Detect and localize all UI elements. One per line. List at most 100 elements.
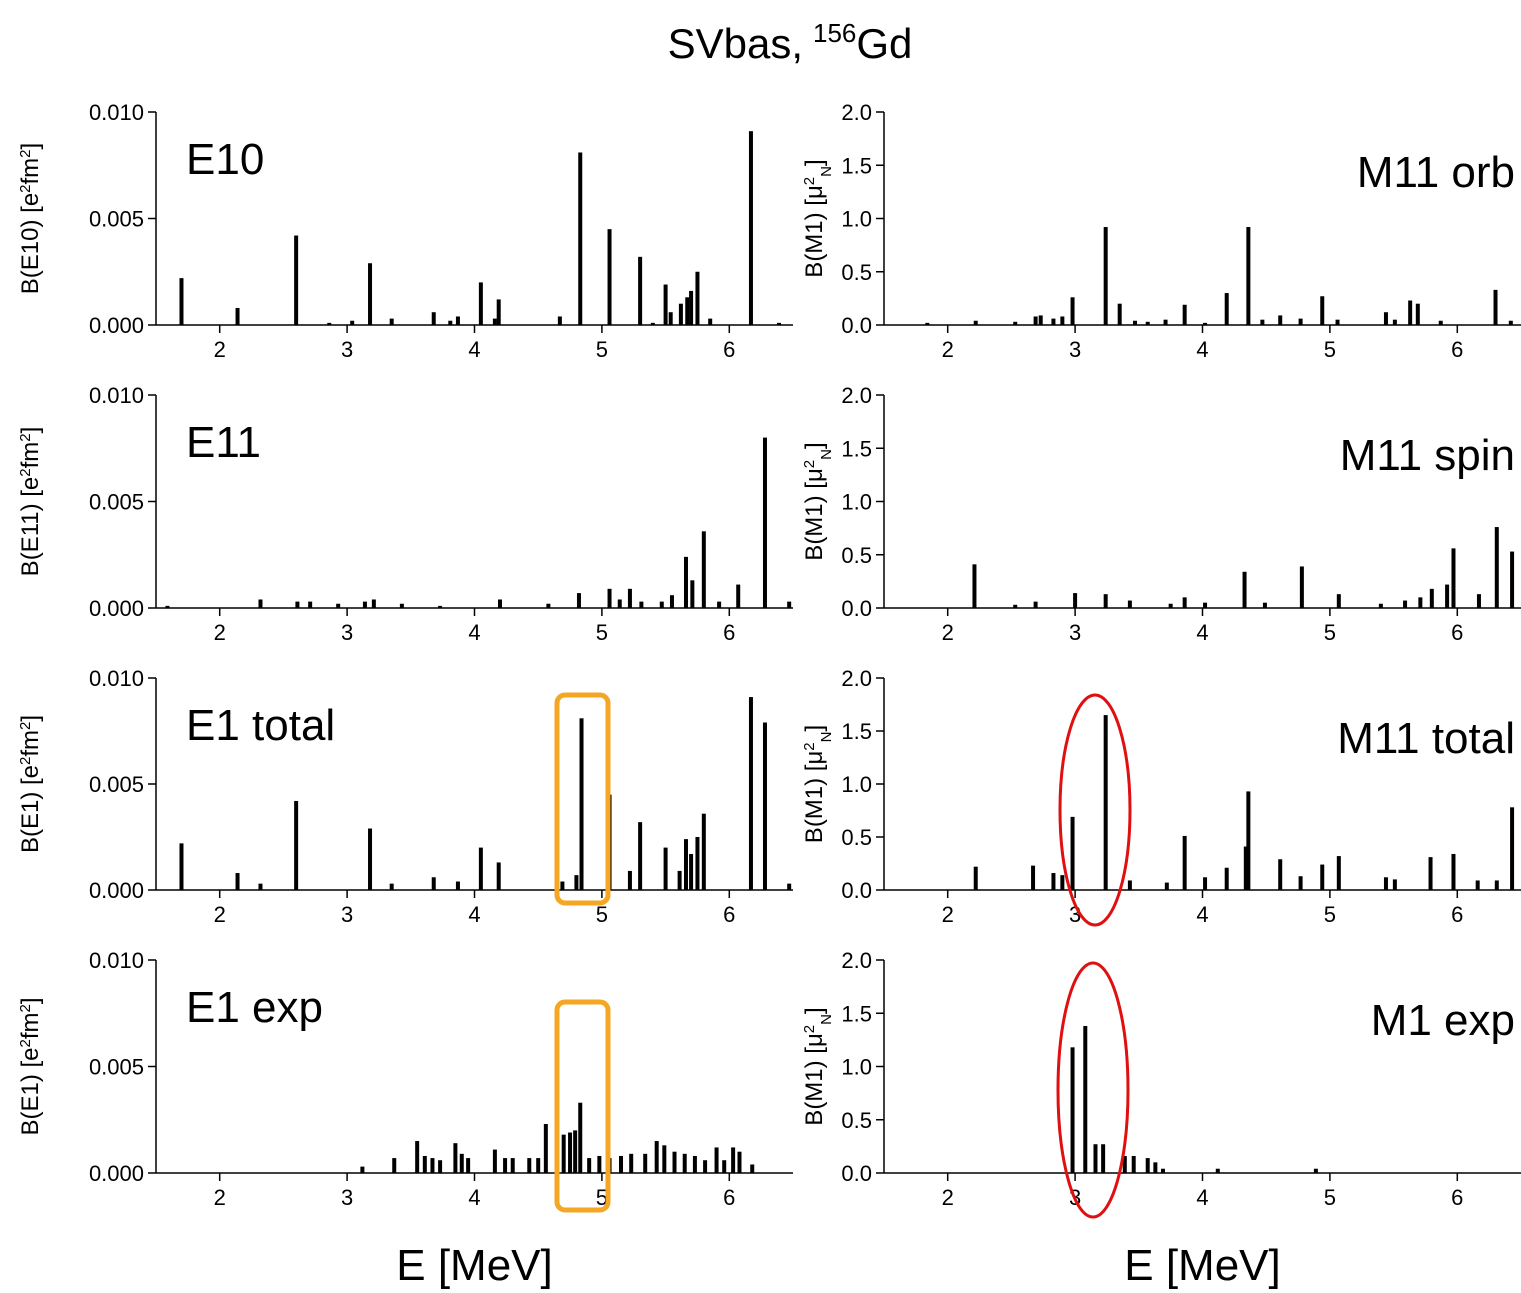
bar bbox=[1336, 594, 1341, 608]
y-axis-label-part: B(E10) [e bbox=[17, 193, 44, 294]
y-axis-label-part: 2 bbox=[17, 184, 34, 192]
bar bbox=[496, 862, 501, 890]
bar bbox=[389, 318, 394, 325]
bar bbox=[1051, 873, 1056, 890]
x-tick-label: 2 bbox=[214, 1185, 226, 1210]
bar bbox=[690, 580, 695, 608]
bar bbox=[1070, 816, 1075, 890]
bar bbox=[1429, 588, 1434, 608]
bar bbox=[478, 282, 483, 325]
x-tick-label: 6 bbox=[1451, 337, 1463, 362]
x-tick-label: 3 bbox=[1069, 337, 1081, 362]
highlight-box bbox=[554, 999, 611, 1213]
x-tick-label: 5 bbox=[596, 902, 608, 927]
bar bbox=[1475, 880, 1480, 890]
bar bbox=[235, 307, 240, 325]
y-axis-label-part: μ bbox=[801, 1033, 828, 1047]
bar bbox=[1033, 601, 1038, 608]
bar bbox=[669, 595, 674, 608]
y-axis-label-part: B(E1) [e bbox=[17, 765, 44, 853]
x-axis-label: E [MeV] bbox=[396, 1241, 553, 1290]
y-axis-label: B(M1) [μ2N] bbox=[801, 1007, 835, 1125]
x-tick-label: 5 bbox=[596, 620, 608, 645]
x-tick-label: 3 bbox=[341, 337, 353, 362]
bar bbox=[350, 320, 355, 325]
bar bbox=[1299, 566, 1304, 608]
x-axis-label: E [MeV] bbox=[1124, 1241, 1281, 1290]
x-tick-label: 6 bbox=[1451, 902, 1463, 927]
bar bbox=[1060, 875, 1065, 890]
bar bbox=[617, 599, 622, 608]
y-axis-label-part: 2 bbox=[17, 149, 34, 157]
x-tick-label: 2 bbox=[942, 1185, 954, 1210]
bar bbox=[650, 322, 655, 325]
y-axis-label-part: N bbox=[818, 166, 835, 177]
bar bbox=[654, 1141, 659, 1173]
bar bbox=[235, 873, 240, 890]
bar bbox=[371, 599, 376, 608]
y-axis-label-part: ] bbox=[801, 442, 828, 449]
bar bbox=[1438, 320, 1443, 325]
bar bbox=[668, 312, 673, 325]
x-tick-label: 6 bbox=[723, 902, 735, 927]
bar bbox=[1510, 807, 1515, 890]
bar bbox=[1161, 1168, 1166, 1173]
x-tick-label: 5 bbox=[1324, 1185, 1336, 1210]
bar bbox=[1383, 877, 1388, 890]
bar bbox=[1182, 597, 1187, 608]
bar bbox=[683, 839, 688, 890]
y-axis-label-part: 2 bbox=[17, 468, 34, 476]
x-tick-label: 2 bbox=[942, 620, 954, 645]
y-tick-label: 0.000 bbox=[89, 1161, 144, 1186]
x-tick-label: 2 bbox=[942, 902, 954, 927]
bar bbox=[1070, 1047, 1075, 1173]
bar bbox=[389, 883, 394, 890]
bar bbox=[1101, 1144, 1106, 1173]
title-text: SVbas, bbox=[668, 20, 803, 67]
bar bbox=[689, 853, 694, 890]
bar bbox=[1060, 316, 1065, 325]
y-tick-label: 1.0 bbox=[841, 207, 872, 232]
bar bbox=[1262, 602, 1267, 608]
bar bbox=[627, 588, 632, 608]
bar bbox=[748, 697, 753, 890]
x-tick-label: 6 bbox=[1451, 620, 1463, 645]
highlight-ellipse bbox=[1058, 693, 1132, 927]
x-tick-label: 6 bbox=[723, 1185, 735, 1210]
highlight-ellipse bbox=[1056, 961, 1130, 1219]
bar bbox=[466, 1158, 471, 1173]
bar bbox=[1428, 857, 1433, 890]
y-tick-label: 0.000 bbox=[89, 596, 144, 621]
bar bbox=[497, 599, 502, 608]
title-element: Gd bbox=[856, 20, 912, 67]
bar bbox=[546, 603, 551, 608]
panel-label: E10 bbox=[186, 135, 264, 184]
y-tick-label: 0.005 bbox=[89, 772, 144, 797]
y-axis-label-part: fm bbox=[17, 442, 44, 469]
bar bbox=[627, 870, 632, 890]
y-tick-label: 0.010 bbox=[89, 100, 144, 125]
y-axis-label: B(E10) [e2fm2] bbox=[17, 143, 45, 294]
bar bbox=[973, 866, 978, 890]
bar bbox=[1031, 865, 1036, 890]
bar bbox=[1145, 321, 1150, 325]
bar bbox=[1278, 859, 1283, 890]
y-axis-label-part: fm bbox=[17, 158, 44, 185]
bar bbox=[1070, 297, 1075, 325]
bar bbox=[1203, 322, 1208, 325]
bar bbox=[536, 1158, 541, 1173]
bar bbox=[368, 828, 373, 890]
bar bbox=[597, 1155, 602, 1173]
bar bbox=[422, 1155, 427, 1173]
panel-label: E11 bbox=[186, 418, 261, 467]
bar bbox=[737, 1151, 742, 1173]
bar bbox=[695, 837, 700, 890]
y-axis-label-part: B(M1) [ bbox=[801, 764, 828, 843]
x-tick-label: 4 bbox=[468, 902, 480, 927]
bar bbox=[1013, 604, 1018, 608]
bar bbox=[1383, 312, 1388, 325]
